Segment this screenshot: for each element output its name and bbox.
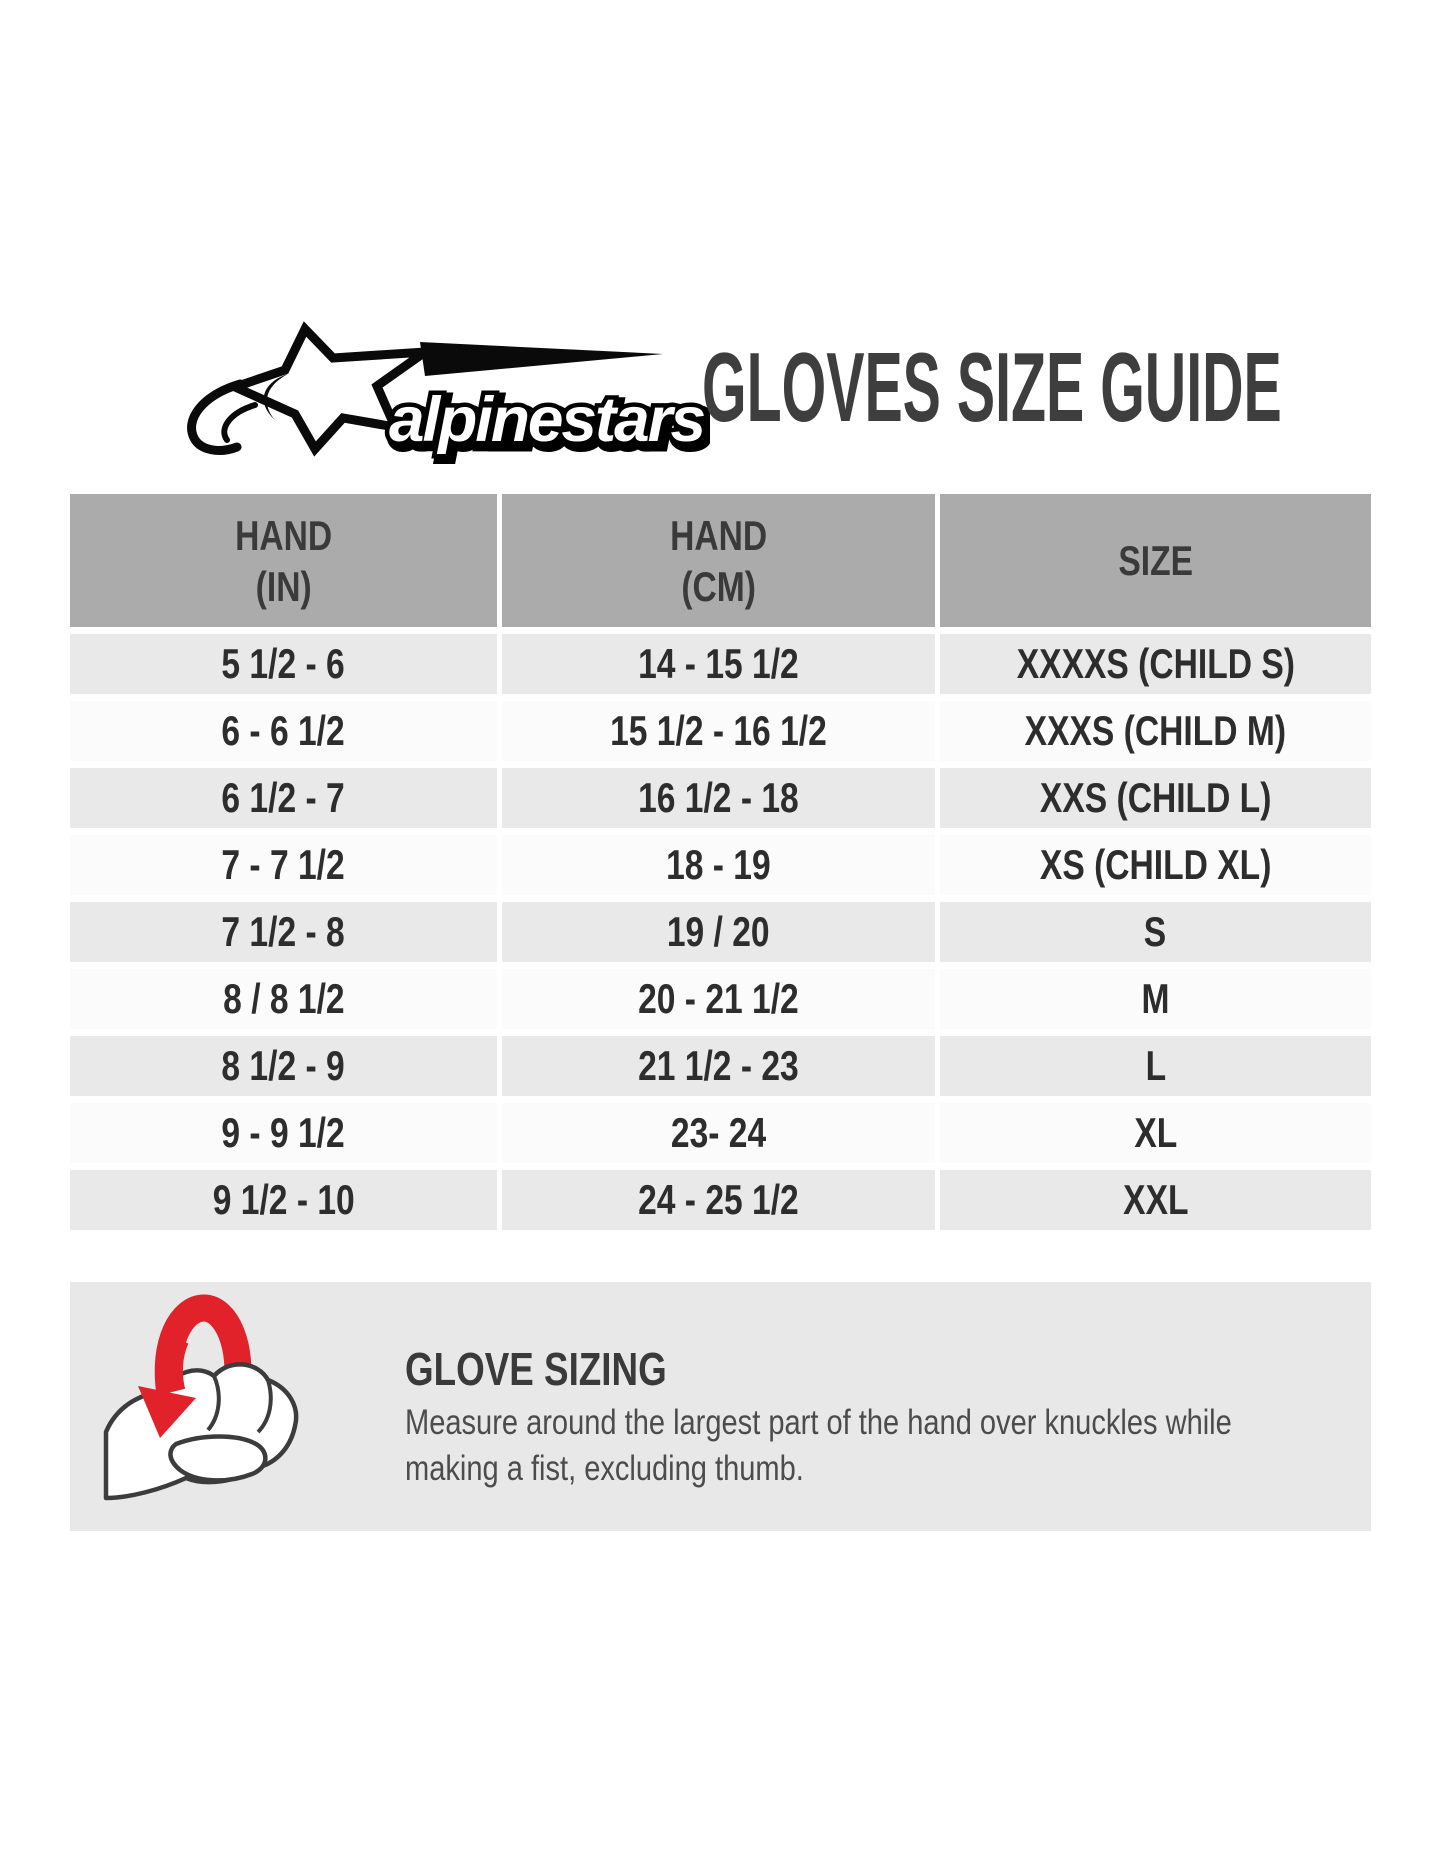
cell-hand-cm: 18 - 19: [502, 835, 935, 895]
thumb: [168, 1434, 268, 1483]
brand-wordmark-shadow: alpinestars: [393, 389, 708, 459]
star-crescent: [263, 374, 288, 420]
cell-size: S: [940, 902, 1371, 962]
cell-hand-in: 6 1/2 - 7: [70, 768, 497, 828]
glove-sizing-panel: GLOVE SIZING Measure around the largest …: [70, 1282, 1371, 1531]
finger-line: [206, 1375, 221, 1432]
cell-size: XXXS (CHILD M): [940, 701, 1371, 761]
column-header-hand-in: HAND (IN): [70, 494, 497, 627]
column-header-hand-cm: HAND (CM): [502, 494, 935, 627]
cell-hand-cm: 24 - 25 1/2: [502, 1170, 935, 1230]
cell-hand-cm: 16 1/2 - 18: [502, 768, 935, 828]
glove-sizing-body-line: Measure around the largest part of the h…: [405, 1403, 1232, 1442]
cell-hand-in: 9 1/2 - 10: [70, 1170, 497, 1230]
cell-size: XL: [940, 1103, 1371, 1163]
cell-hand-cm: 23- 24: [502, 1103, 935, 1163]
cell-size: XXS (CHILD L): [940, 768, 1371, 828]
cell-hand-cm: 14 - 15 1/2: [502, 634, 935, 694]
star-icon: [222, 321, 441, 457]
glove-sizing-body-line: making a fist, excluding thumb.: [405, 1449, 804, 1488]
column-header-size: SIZE: [940, 494, 1371, 627]
cell-size: XXL: [940, 1170, 1371, 1230]
glove-sizing-body: Measure around the largest part of the h…: [405, 1400, 1232, 1492]
star-spike: [420, 342, 663, 376]
cell-hand-in: 9 - 9 1/2: [70, 1103, 497, 1163]
cell-hand-cm: 19 / 20: [502, 902, 935, 962]
page-title: GLOVES SIZE GUIDE: [702, 332, 1282, 442]
glove-sizing-heading: GLOVE SIZING: [405, 1343, 667, 1395]
cell-size: XS (CHILD XL): [940, 835, 1371, 895]
cell-size: XXXXS (CHILD S): [940, 634, 1371, 694]
alpinestars-logo: alpinestars alpinestars: [187, 321, 710, 464]
cell-size: L: [940, 1036, 1371, 1096]
cell-hand-in: 8 / 8 1/2: [70, 969, 497, 1029]
cell-hand-in: 8 1/2 - 9: [70, 1036, 497, 1096]
tape-arrowhead: [138, 1386, 196, 1438]
cell-hand-cm: 20 - 21 1/2: [502, 969, 935, 1029]
column-header-line: HAND: [234, 511, 333, 559]
column-header-line: (CM): [681, 562, 756, 610]
cell-hand-in: 5 1/2 - 6: [70, 634, 497, 694]
brand-wordmark: alpinestars: [389, 385, 704, 455]
finger-line: [256, 1379, 273, 1434]
logo-tail-swirl: [187, 379, 245, 455]
column-header-line: (IN): [255, 562, 312, 610]
cell-hand-cm: 21 1/2 - 23: [502, 1036, 935, 1096]
size-table: HAND (IN) HAND (CM) SIZE 5 1/2 - 6 14 - …: [70, 494, 1371, 1230]
cell-hand-in: 7 - 7 1/2: [70, 835, 497, 895]
tape-arrow-leg: [155, 1332, 189, 1396]
logo-tail-swirl-inner: [221, 402, 258, 443]
column-header-line: HAND: [669, 511, 768, 559]
cell-size: M: [940, 969, 1371, 1029]
column-header-line: SIZE: [1118, 537, 1193, 584]
cell-hand-in: 7 1/2 - 8: [70, 902, 497, 962]
fist-measuring-tape-icon: [103, 1294, 299, 1501]
cell-hand-cm: 15 1/2 - 16 1/2: [502, 701, 935, 761]
cell-hand-in: 6 - 6 1/2: [70, 701, 497, 761]
